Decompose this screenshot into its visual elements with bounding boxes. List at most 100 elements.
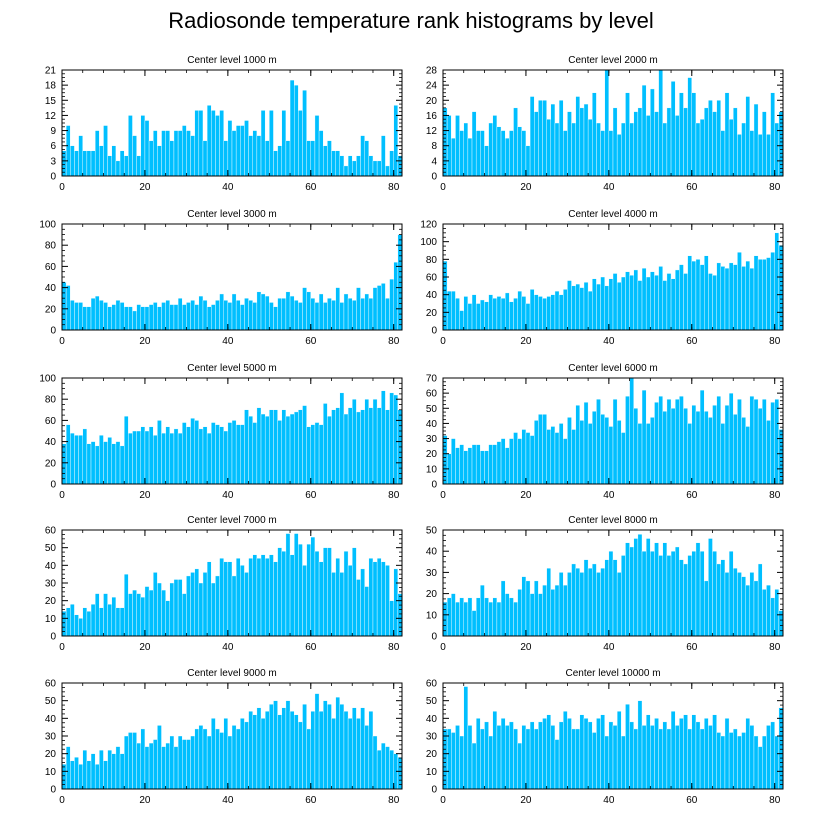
bar	[227, 561, 233, 637]
y-tick-label: 9	[50, 126, 56, 137]
bar	[293, 533, 299, 637]
bar	[107, 749, 112, 790]
y-tick-label: 0	[50, 632, 56, 643]
bar	[712, 405, 717, 485]
bar	[451, 438, 456, 485]
x-tick-label: 20	[520, 336, 532, 347]
bar	[356, 411, 361, 485]
bar	[567, 111, 572, 177]
x-tick-label: 60	[305, 490, 317, 501]
bar	[471, 444, 477, 485]
bar	[629, 122, 634, 177]
bar	[173, 579, 179, 637]
bar	[608, 278, 614, 331]
bar	[451, 732, 456, 790]
bar	[339, 572, 345, 637]
y-tick-label: 40	[45, 561, 57, 572]
y-tick-label: 6	[50, 141, 56, 152]
bar	[712, 111, 717, 177]
panel-5: Center level 5000 m 0 20 40 60 80 0 20 40 60 80 100	[39, 363, 403, 501]
bar	[277, 420, 282, 485]
bar	[389, 392, 394, 485]
y-tick-label: 70	[426, 374, 438, 385]
bar	[525, 728, 531, 790]
y-tick-label: 60	[426, 389, 438, 400]
bar	[658, 69, 663, 177]
bar	[169, 432, 175, 485]
bar	[513, 432, 518, 485]
bar	[78, 435, 83, 485]
bar	[169, 304, 175, 331]
bar	[376, 407, 382, 485]
bar	[699, 389, 705, 485]
bar	[529, 721, 535, 790]
bar	[161, 130, 166, 177]
bar	[356, 287, 361, 331]
bar	[252, 422, 258, 485]
bar	[186, 739, 191, 790]
bar	[306, 543, 311, 637]
y-tick-label: 0	[50, 172, 56, 183]
bar	[219, 558, 224, 637]
bar	[716, 100, 722, 177]
bar	[488, 122, 493, 177]
bar	[256, 707, 262, 790]
y-tick-label: 15	[45, 96, 57, 107]
bar	[335, 558, 341, 637]
bar	[385, 565, 390, 637]
bar	[455, 725, 460, 790]
x-tick-label: 60	[686, 182, 698, 193]
bar	[264, 558, 270, 637]
y-tick-label: 20	[426, 589, 438, 600]
x-tick-label: 60	[686, 336, 698, 347]
bar	[745, 584, 751, 637]
bar	[323, 403, 328, 485]
bar	[74, 150, 79, 177]
bar	[708, 273, 713, 331]
bar	[202, 728, 208, 790]
x-tick-label: 80	[769, 182, 781, 193]
bar	[558, 100, 564, 177]
bar	[281, 298, 287, 331]
bar	[749, 725, 755, 790]
x-tick-label: 80	[388, 490, 400, 501]
bar	[645, 115, 651, 177]
y-tick-label: 0	[50, 785, 56, 796]
bar	[542, 100, 547, 177]
bar	[240, 565, 245, 637]
bar	[753, 103, 759, 177]
bar	[604, 735, 610, 790]
bar	[389, 600, 394, 637]
bar	[90, 298, 96, 331]
y-tick-label: 3	[50, 156, 56, 167]
bar	[488, 294, 493, 331]
bar	[645, 538, 651, 637]
bar	[372, 561, 378, 637]
bar	[235, 125, 241, 177]
y-tick-label: 10	[426, 610, 438, 621]
bar	[654, 111, 659, 177]
bar	[343, 165, 349, 177]
bar	[103, 760, 108, 790]
y-tick-label: 20	[426, 749, 438, 760]
bar	[629, 546, 634, 637]
bar	[691, 260, 697, 331]
bar	[679, 559, 684, 637]
bar	[70, 432, 75, 485]
bar	[123, 155, 129, 177]
bar	[762, 111, 767, 177]
bar	[339, 302, 345, 331]
bar	[227, 735, 233, 790]
bar	[111, 304, 117, 331]
bar	[177, 735, 183, 790]
bar	[198, 725, 204, 790]
bar	[381, 561, 386, 637]
bar	[314, 551, 320, 637]
bar	[376, 160, 382, 177]
bar	[463, 686, 469, 790]
bar	[90, 441, 96, 485]
bar	[389, 749, 394, 790]
bar	[343, 551, 349, 637]
bar	[144, 586, 150, 637]
